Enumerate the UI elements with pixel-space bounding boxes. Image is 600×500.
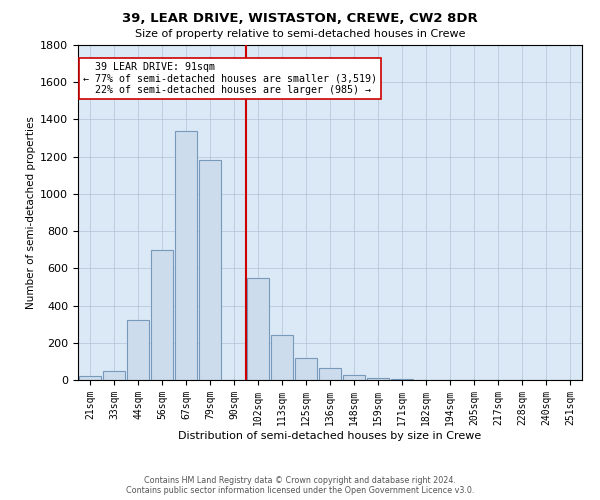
Y-axis label: Number of semi-detached properties: Number of semi-detached properties bbox=[26, 116, 36, 309]
Text: 39 LEAR DRIVE: 91sqm
← 77% of semi-detached houses are smaller (3,519)
  22% of : 39 LEAR DRIVE: 91sqm ← 77% of semi-detac… bbox=[83, 62, 377, 95]
Bar bbox=[175, 130, 197, 380]
Bar bbox=[127, 320, 149, 380]
Bar bbox=[295, 358, 317, 380]
Bar bbox=[319, 368, 341, 380]
Bar bbox=[199, 160, 221, 380]
Bar bbox=[367, 378, 389, 380]
Bar bbox=[343, 376, 365, 380]
Bar bbox=[79, 376, 101, 380]
Text: 39, LEAR DRIVE, WISTASTON, CREWE, CW2 8DR: 39, LEAR DRIVE, WISTASTON, CREWE, CW2 8D… bbox=[122, 12, 478, 26]
X-axis label: Distribution of semi-detached houses by size in Crewe: Distribution of semi-detached houses by … bbox=[178, 430, 482, 440]
Bar bbox=[151, 250, 173, 380]
Bar bbox=[271, 336, 293, 380]
Bar bbox=[247, 278, 269, 380]
Text: Contains HM Land Registry data © Crown copyright and database right 2024.
Contai: Contains HM Land Registry data © Crown c… bbox=[126, 476, 474, 495]
Text: Size of property relative to semi-detached houses in Crewe: Size of property relative to semi-detach… bbox=[135, 29, 465, 39]
Bar bbox=[103, 370, 125, 380]
Bar bbox=[391, 379, 413, 380]
